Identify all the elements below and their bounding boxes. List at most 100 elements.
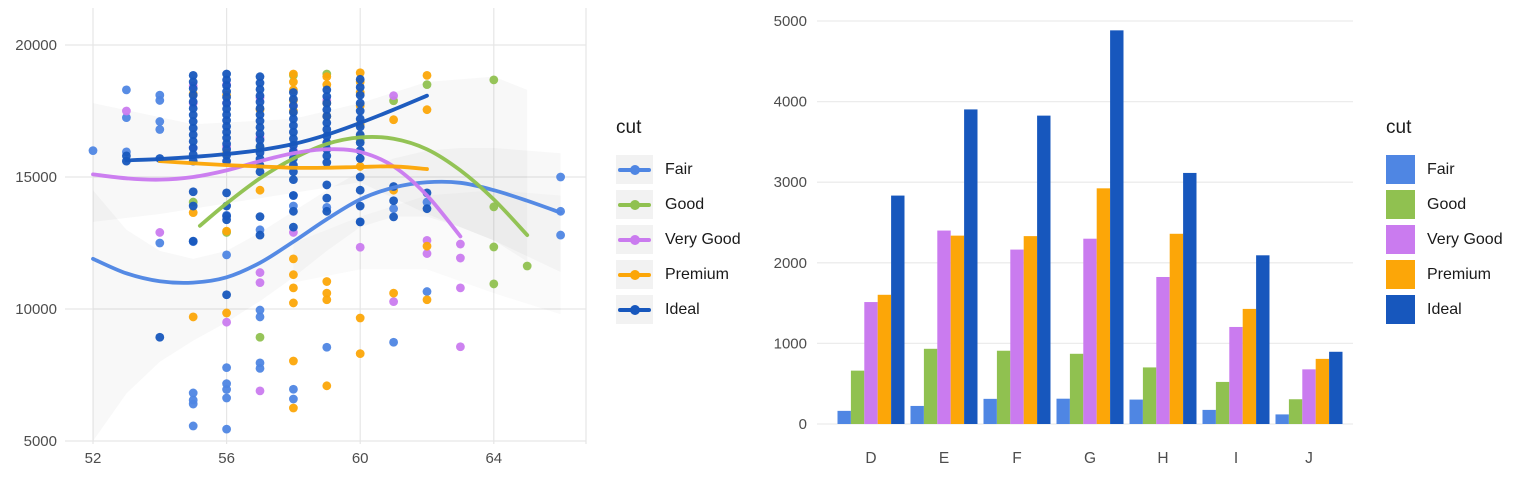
legend-label: Very Good [665, 230, 741, 248]
data-point [355, 98, 365, 108]
data-point [322, 111, 332, 121]
y-tick-label: 10000 [15, 301, 57, 318]
data-point [255, 278, 265, 287]
data-point [188, 236, 198, 246]
data-point [355, 68, 365, 78]
x-tick-label: 60 [352, 450, 369, 467]
data-point [188, 201, 198, 211]
legend-item-ideal: Ideal [616, 292, 786, 327]
data-point [255, 167, 265, 177]
data-point [422, 295, 432, 305]
bar [1110, 30, 1124, 424]
data-point [489, 75, 499, 85]
data-point [155, 125, 165, 134]
data-point [289, 134, 298, 144]
data-point [489, 202, 499, 212]
data-point [322, 85, 332, 95]
bar [850, 370, 865, 424]
data-point [289, 298, 298, 308]
data-point [456, 253, 465, 263]
bars-ideal [891, 30, 1343, 425]
bars-premium [877, 188, 1330, 424]
bar [1215, 381, 1230, 424]
y-tick-label: 5000 [24, 433, 57, 450]
legend-title: cut [616, 117, 642, 138]
data-point [122, 85, 131, 95]
bar [1023, 236, 1038, 424]
bar [1315, 358, 1330, 424]
bar [1010, 249, 1024, 424]
data-point [322, 381, 332, 391]
bar [877, 294, 892, 424]
data-point [322, 72, 332, 82]
data-point [188, 103, 198, 113]
data-point [322, 180, 332, 190]
data-point [489, 279, 499, 289]
legend-label: Good [665, 195, 705, 213]
bar [937, 230, 951, 424]
data-point [355, 313, 365, 323]
data-point [222, 385, 232, 394]
legend-label: Good [1427, 195, 1467, 213]
data-point [222, 226, 232, 236]
x-category-label: J [1305, 450, 1313, 467]
data-point [322, 288, 332, 298]
bar [964, 109, 978, 424]
data-point [188, 399, 198, 409]
legend-key-line-dot-icon [616, 225, 653, 254]
bar [910, 405, 924, 424]
data-point [389, 204, 398, 214]
data-point [222, 393, 232, 403]
legend-item-fair: Fair [1386, 152, 1536, 187]
data-point [188, 136, 198, 146]
bar [1142, 367, 1157, 424]
bar [1256, 255, 1270, 424]
bar [1069, 353, 1084, 424]
bar-plot: 0 1000 2000 3000 4000 5000 D E F G H I J [774, 13, 1353, 467]
data-point [355, 242, 365, 252]
data-point [155, 96, 165, 105]
data-point [389, 91, 398, 101]
data-point [188, 143, 198, 153]
data-point [222, 308, 232, 318]
legend-key-swatch-icon [1386, 155, 1415, 184]
data-point [389, 196, 398, 206]
data-point [289, 384, 298, 394]
bars-very-good [864, 230, 1316, 424]
bar [1037, 115, 1051, 425]
data-point [322, 92, 332, 101]
data-point [155, 228, 165, 237]
data-point [255, 305, 265, 315]
legend-item-ideal: Ideal [1386, 292, 1536, 327]
data-point [188, 117, 198, 126]
legend-label: Ideal [1427, 300, 1462, 318]
data-point [289, 88, 298, 97]
bar [1169, 233, 1184, 424]
data-point [188, 70, 198, 80]
legend-item-very-good: Very Good [616, 222, 786, 257]
data-point [322, 295, 332, 305]
x-category-label: F [1012, 450, 1021, 467]
data-point [556, 172, 565, 182]
data-point [255, 135, 265, 145]
y-tick-label: 0 [799, 416, 807, 433]
data-point [255, 116, 265, 126]
legend-label: Fair [1427, 160, 1455, 178]
data-point [255, 212, 265, 222]
x-category-label: I [1234, 450, 1238, 467]
bar [950, 235, 965, 424]
legend-item-fair: Fair [616, 152, 786, 187]
data-point [422, 249, 432, 258]
legend-items: Fair Good Very Good Premium Ideal [1386, 152, 1536, 327]
y-tick-label: 4000 [774, 94, 807, 111]
data-point [155, 238, 165, 248]
data-point [522, 261, 532, 271]
bar [1229, 326, 1243, 424]
data-point [289, 107, 298, 117]
smooth-line-fair [91, 179, 563, 285]
data-point [322, 151, 332, 161]
smooth-line-good [197, 135, 530, 237]
data-point [155, 332, 165, 342]
data-point [355, 74, 365, 84]
smooth-line-premium [157, 159, 429, 171]
